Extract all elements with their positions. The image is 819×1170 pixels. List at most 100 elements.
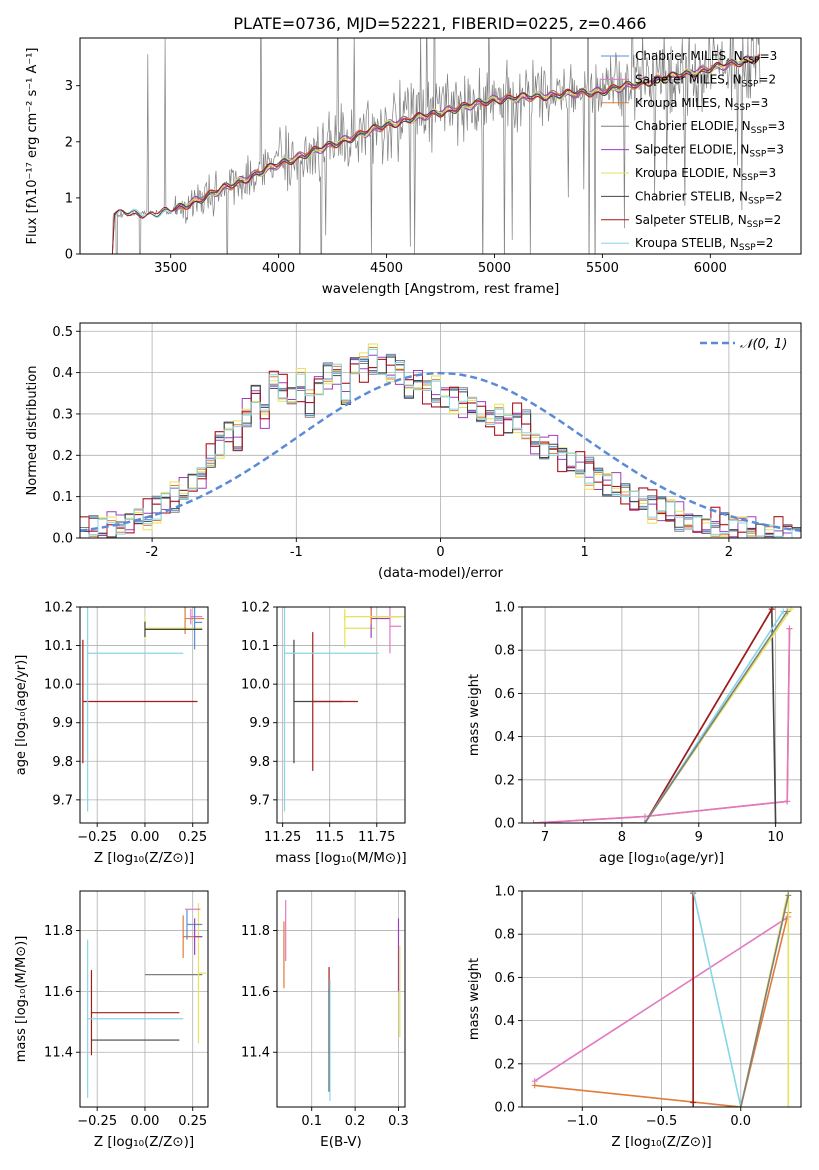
legend-suffix: =2: [765, 189, 783, 203]
spectrum-xtick-label: 4500: [370, 261, 403, 276]
mass_vs_ebv-xlabel: E(B-V): [320, 1134, 362, 1150]
legend-suffix: =3: [766, 143, 784, 157]
legend-label: Salpeter ELODIE, N: [635, 143, 749, 157]
massweight_vs_Z-xtick-label: −1.0: [566, 1114, 598, 1129]
age_vs_mass-ytick-label: 10.2: [241, 601, 270, 616]
mass_vs_Z-xtick-label: 0.25: [178, 1114, 207, 1129]
massweight_vs_age-marker: [772, 820, 779, 823]
mass_vs_Z-xtick-label: 0.00: [130, 1114, 159, 1129]
massweight_vs_age-xlabel: age [log₁₀(age/yr)]: [599, 850, 724, 866]
spectrum-plot-area: [111, 38, 761, 254]
age_vs_mass-ytick-label: 10.1: [241, 639, 270, 654]
age_vs_Z-ylabel: age [log₁₀(age/yr)]: [14, 655, 29, 776]
legend-suffix: =3: [758, 166, 776, 180]
legend-label: Kroupa ELODIE, N: [635, 166, 742, 180]
normal-curve: [80, 371, 801, 533]
spectrum-xtick-label: 4000: [262, 261, 295, 276]
massweight_vs_age-line-salpeter_miles: [533, 628, 791, 823]
mass_vs_Z-ytick-label: 11.8: [44, 924, 73, 939]
mass_vs_ebv-xtick-label: 0.1: [301, 1114, 322, 1129]
massweight_vs_age-ytick-label: 0.8: [494, 644, 515, 659]
massweight_vs_age-marker: [784, 608, 791, 615]
age_vs_mass-frame: [276, 606, 406, 824]
massweight_vs_age-marker: [786, 625, 793, 632]
residuals-xtick-label: 2: [725, 545, 733, 560]
massweight_vs_Z-ytick-label: 0.8: [494, 928, 515, 943]
legend-subscript: SSP: [747, 220, 764, 230]
massweight_vs_Z-ylabel: mass weight: [467, 958, 482, 1040]
massweight_vs_Z-marker: [531, 1082, 538, 1089]
figure-title: PLATE=0736, MJD=52221, FIBERID=0225, z=0…: [233, 14, 646, 33]
mass_vs_ebv-xtick-label: 0.3: [388, 1114, 409, 1129]
residuals-ytick-label: 0.2: [52, 449, 73, 464]
legend-label: Salpeter STELIB, N: [635, 213, 747, 227]
massweight_vs_Z-xtick-label: 0.0: [730, 1114, 751, 1129]
residuals-xtick-label: -2: [146, 545, 159, 560]
legend-subscript: SSP: [742, 173, 759, 183]
massweight_vs_age-line-chabrier_elodie: [583, 610, 788, 823]
legend-subscript: SSP: [739, 243, 756, 253]
age_vs_mass-axes: 11.25 11.5 11.75 9.7 9.8 9.9 10.0 10.1 10.2 mass …: [241, 601, 407, 867]
spectrum-xtick-label: 6000: [694, 261, 727, 276]
massweight_vs_age-xtick-label: 8: [618, 830, 626, 845]
legend-subscript: SSP: [748, 196, 765, 206]
mass_vs_Z-ytick-label: 11.4: [44, 1046, 73, 1061]
massweight_vs_Z-ytick-label: 1.0: [494, 885, 515, 900]
spectrum-xlabel: wavelength [Angstrom, rest frame]: [322, 281, 560, 297]
massweight_vs_age-frame: [521, 606, 802, 824]
legend-entry-salpeter_miles: Salpeter MILES, NSSP=2: [635, 72, 776, 89]
mass_vs_ebv-frame: [276, 890, 406, 1108]
age_vs_Z-frame: [79, 606, 209, 824]
mass_vs_Z-frame: [79, 890, 209, 1108]
residuals-xtick-label: -1: [290, 545, 303, 560]
legend-suffix: =2: [758, 72, 776, 86]
age_vs_mass-xtick-label: 11.75: [358, 830, 395, 845]
legend-label: Kroupa STELIB, N: [635, 236, 739, 250]
normal-legend-label: 𝒩(0, 1): [740, 337, 787, 352]
mass_vs_ebv-ytick-label: 11.8: [241, 924, 270, 939]
residuals-ytick-label: 0.3: [52, 407, 73, 422]
spectrum-legend: Chabrier MILES, NSSP=3 Salpeter MILES, NS…: [601, 49, 785, 253]
spectrum-xtick-label: 5500: [586, 261, 619, 276]
legend-entry-chabrier_miles: Chabrier MILES, NSSP=3: [635, 49, 777, 66]
legend-label: Chabrier STELIB, N: [635, 189, 748, 203]
age_vs_mass-xlabel: mass [log₁₀(M/M⊙)]: [275, 850, 406, 866]
mass_vs_ebv-xtick-label: 0.2: [345, 1114, 366, 1129]
residuals-plot-area: [80, 343, 801, 538]
spectrum-ytick-label: 0: [65, 248, 73, 263]
age_vs_Z-xtick-label: 0.00: [130, 830, 159, 845]
spectrum-ylabel: Flux [fλ10⁻¹⁷ erg cm⁻² s⁻¹ A⁻¹]: [25, 48, 40, 245]
age_vs_Z-ytick-label: 10.0: [44, 678, 73, 693]
massweight_vs_age-axes: 7 8 9 10 0.0 0.2 0.4 0.6 0.8 1.0 age [log₁₀(age/yr…: [467, 601, 802, 866]
residuals-ytick-label: 0.5: [52, 325, 73, 340]
massweight_vs_Z-ytick-label: 0.2: [494, 1057, 515, 1072]
mass_vs_Z-ytick-label: 11.6: [44, 985, 73, 1000]
mass_vs_Z-axes: −0.25 0.00 0.25 11.4 11.6 11.8 Z [log₁₀(Z/Z⊙)]…: [14, 890, 209, 1150]
age_vs_Z-ytick-label: 9.7: [52, 793, 73, 808]
legend-entry-kroupa_elodie: Kroupa ELODIE, NSSP=3: [635, 166, 776, 183]
age_vs_Z-xtick-label: −0.25: [77, 830, 117, 845]
histogram-salpeter_stelib: [80, 358, 801, 538]
spectrum-ytick-label: 1: [65, 191, 73, 206]
residuals-ytick-label: 0.1: [52, 490, 73, 505]
legend-entry-salpeter_stelib: Salpeter STELIB, NSSP=2: [635, 213, 781, 230]
age_vs_mass-ytick-label: 10.0: [241, 678, 270, 693]
mass_vs_Z-ylabel: mass [log₁₀(M/M⊙)]: [14, 936, 29, 1063]
residuals-ylabel: Normed distribution: [25, 366, 40, 496]
mass_vs_ebv-ytick-label: 11.6: [241, 985, 270, 1000]
legend-suffix: =2: [764, 213, 782, 227]
spectrum-xtick-label: 5000: [478, 261, 511, 276]
legend-subscript: SSP: [743, 56, 760, 66]
massweight_vs_Z-axes: −1.0 −0.5 0.0 0.0 0.2 0.4 0.6 0.8 1.0 Z [log₁₀(Z/…: [467, 885, 802, 1150]
age_vs_Z-axes: −0.25 0.00 0.25 9.7 9.8 9.9 10.0 10.1 10.2 Z [log…: [14, 601, 209, 866]
massweight_vs_age-xtick-label: 7: [541, 830, 549, 845]
massweight_vs_age-marker: [641, 813, 648, 820]
histogram-kroupa_stelib: [80, 348, 801, 538]
residuals-axes: -2 -1 0 1 2 0.0 0.1 0.2 0.3 0.4 0.5 (data-model)/er…: [25, 322, 802, 581]
age_vs_mass-ytick-label: 9.9: [249, 716, 270, 731]
massweight_vs_Z-line-salpeter_miles: [534, 916, 789, 1082]
legend-subscript: SSP: [749, 150, 766, 160]
legend-suffix: =3: [751, 96, 769, 110]
spectrum-axes: 3500 4000 4500 5000 5500 6000 0 1 2 3 wavelength […: [25, 37, 802, 297]
